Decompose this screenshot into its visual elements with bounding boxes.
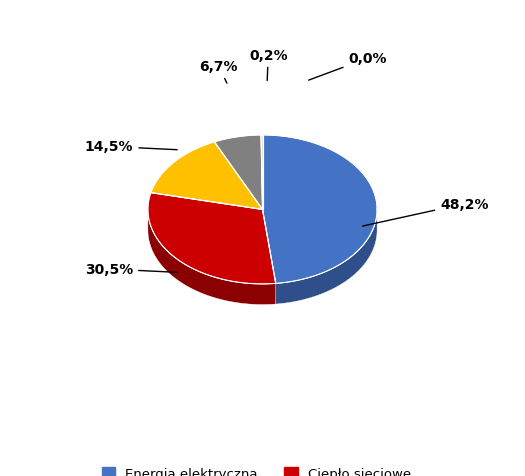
Polygon shape: [262, 210, 276, 305]
Polygon shape: [262, 136, 377, 284]
Polygon shape: [148, 210, 276, 305]
Polygon shape: [151, 142, 262, 210]
Text: 0,0%: 0,0%: [309, 52, 387, 81]
Polygon shape: [262, 210, 276, 305]
Text: 6,7%: 6,7%: [200, 60, 238, 84]
Legend: Energia elektryczna, Gaz ziemny, Inne paliwa, Ciepło sieciowe, Węgiel kamienny, : Energia elektryczna, Gaz ziemny, Inne pa…: [97, 462, 428, 476]
Text: 0,2%: 0,2%: [249, 49, 288, 81]
Text: 30,5%: 30,5%: [85, 262, 177, 277]
Text: 48,2%: 48,2%: [363, 197, 489, 227]
Polygon shape: [148, 193, 276, 284]
Polygon shape: [214, 136, 262, 210]
Polygon shape: [276, 211, 377, 305]
Polygon shape: [261, 136, 262, 210]
Text: 14,5%: 14,5%: [85, 140, 177, 154]
